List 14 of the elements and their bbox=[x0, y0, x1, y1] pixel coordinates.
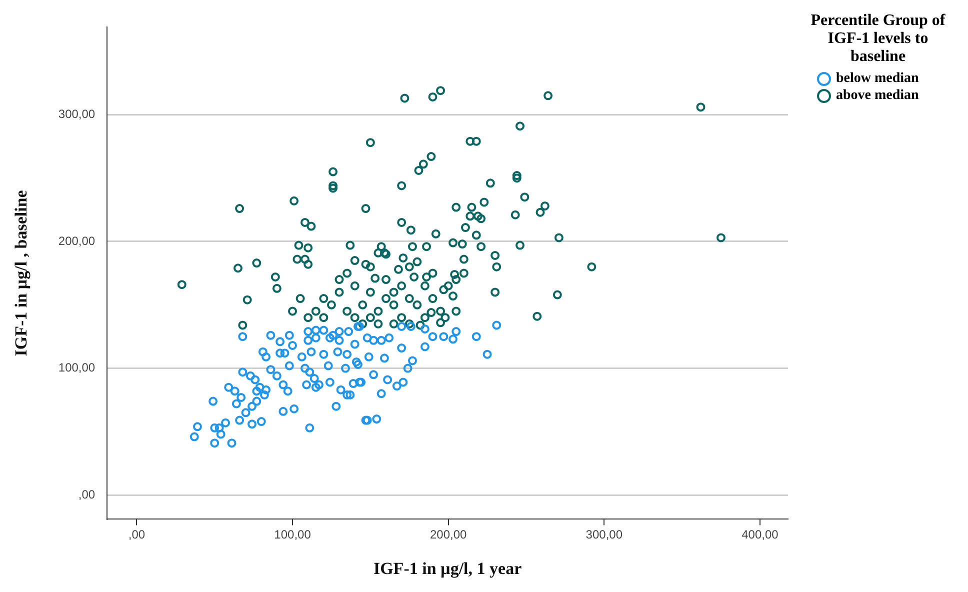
x-tick-label: 200,00 bbox=[430, 528, 468, 542]
legend-label: above median bbox=[836, 87, 919, 104]
x-tick-label: 300,00 bbox=[586, 528, 623, 542]
y-tick-label: 200,00 bbox=[58, 234, 96, 248]
y-tick-label: 100,00 bbox=[58, 360, 96, 375]
legend-label: below median bbox=[836, 70, 919, 87]
x-tick-label: ,00 bbox=[128, 528, 146, 542]
y-tick-label: ,00 bbox=[78, 487, 96, 502]
x-axis-title: IGF-1 in µg/l, 1 year bbox=[373, 559, 522, 578]
legend-title: Percentile Group of IGF-1 levels to baseline bbox=[810, 12, 946, 66]
x-tick-label: 400,00 bbox=[742, 528, 779, 542]
y-tick-label: 300,00 bbox=[58, 107, 96, 122]
x-tick-label: 100,00 bbox=[274, 528, 312, 542]
y-axis-title: IGF-1 in µg/l , baseline bbox=[12, 190, 31, 356]
